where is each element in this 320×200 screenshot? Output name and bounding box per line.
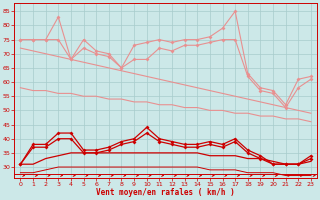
X-axis label: Vent moyen/en rafales ( km/h ): Vent moyen/en rafales ( km/h ): [96, 188, 235, 197]
